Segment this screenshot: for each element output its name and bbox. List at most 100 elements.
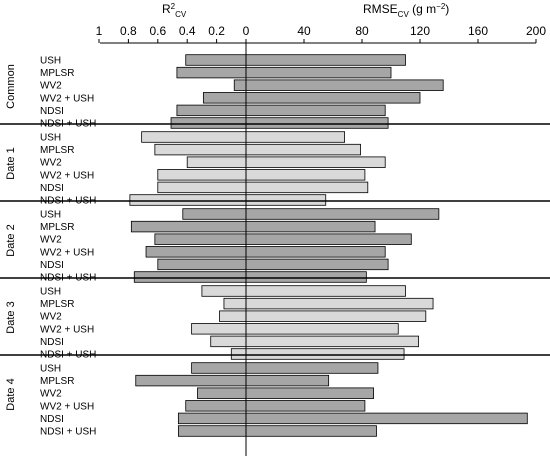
rmse-bar [245, 54, 406, 66]
row-label: USH [40, 133, 61, 144]
rmse-bar [245, 362, 379, 374]
row-label: MPLSR [40, 145, 74, 156]
left-axis-tick-label: 0.8 [120, 24, 137, 38]
rmse-bar [245, 143, 361, 156]
r2cv-bar [135, 374, 247, 387]
rmse-bar [245, 92, 421, 104]
right-axis-tick-label: 200 [526, 24, 546, 38]
row-label: WV2 [40, 389, 62, 400]
row-label: NDSI + USH [40, 273, 96, 284]
row-label: WV2 + USH [40, 324, 94, 335]
r2cv-bar [145, 246, 247, 258]
row-label: USH [40, 210, 61, 221]
row-label: NDSI + USH [40, 119, 96, 130]
left-axis-tick-label: 0 [243, 24, 250, 38]
r2cv-bar [223, 297, 247, 310]
r2cv-bar [230, 348, 247, 360]
rmse-bar [245, 271, 367, 283]
row-label: WV2 + USH [40, 170, 94, 181]
rmse-bar [245, 66, 392, 79]
rmse-bar [245, 104, 386, 117]
row-label: USH [40, 287, 61, 298]
r2cv-bar [202, 92, 247, 104]
rmse-bar [245, 220, 376, 233]
rmse-bar [245, 156, 386, 168]
left-axis-tick-label: 1 [96, 24, 103, 38]
rmse-bar [245, 425, 377, 437]
left-axis-tick-label: 0.4 [179, 24, 196, 38]
rmse-bar [245, 412, 528, 425]
r2cv-bar [233, 79, 247, 91]
row-label: WV2 [40, 235, 62, 246]
r2cv-bar [201, 285, 247, 297]
rmse-bar [245, 131, 345, 143]
r2cv-bar [157, 181, 247, 194]
row-label: NDSI + USH [40, 427, 96, 438]
right-axis-tick-label: 160 [468, 24, 488, 38]
row-label: NDSI + USH [40, 350, 96, 361]
group-label: Date 1 [5, 147, 17, 179]
r2cv-bar [197, 387, 247, 399]
group-label: Date 3 [5, 301, 17, 333]
left-axis-tick-label: 0.2 [208, 24, 225, 38]
group-label: Common [5, 64, 17, 109]
r2cv-bar [141, 131, 247, 143]
row-label: WV2 [40, 81, 62, 92]
row-label: NDSI [40, 337, 64, 348]
r2cv-bar [219, 310, 247, 322]
row-label: USH [40, 56, 61, 67]
rmse-bar [245, 194, 327, 206]
row-label: MPLSR [40, 376, 74, 387]
r2cv-bar [154, 233, 247, 245]
r2cv-bar [133, 271, 247, 283]
rmse-bar [245, 323, 399, 335]
r2cv-bar [210, 335, 247, 348]
r2cv-bar [157, 258, 247, 271]
rmse-bar [245, 208, 440, 220]
row-label: NDSI [40, 260, 64, 271]
rmse-bar [245, 258, 389, 271]
r2cv-bar [185, 400, 247, 412]
rmse-bar [245, 117, 389, 129]
rmse-bar [245, 297, 434, 310]
r2cv-bar [177, 425, 247, 437]
row-label: NDSI [40, 183, 64, 194]
right-axis-tick-label: 120 [410, 24, 430, 38]
rmse-bar [245, 400, 366, 412]
row-label: WV2 [40, 158, 62, 169]
r2cv-bar [177, 412, 247, 425]
row-label: MPLSR [40, 299, 74, 310]
r2cv-bar [176, 104, 247, 117]
row-label: WV2 [40, 312, 62, 323]
r2cv-bar [129, 194, 247, 206]
rmse-bar [245, 233, 412, 245]
row-label: USH [40, 364, 61, 375]
row-label: WV2 + USH [40, 93, 94, 104]
r2cv-bar [130, 220, 247, 233]
right-axis-title: RMSECV (g m−2) [363, 2, 449, 19]
rmse-bar [245, 169, 366, 181]
r2cv-bar [191, 323, 247, 335]
rmse-bar [245, 348, 405, 360]
rmse-bar [245, 310, 427, 322]
row-label: NDSI + USH [40, 196, 96, 207]
rmse-bar [245, 79, 444, 91]
row-label: WV2 + USH [40, 247, 94, 258]
bars-layer [129, 54, 528, 437]
row-label: NDSI [40, 106, 64, 117]
r2cv-bar [170, 117, 247, 129]
group-label: Date 4 [5, 378, 17, 410]
rmse-bar [245, 246, 386, 258]
rmse-bar [245, 181, 369, 194]
row-label: WV2 + USH [40, 401, 94, 412]
rmse-bar [245, 285, 406, 297]
right-axis-tick-label: 40 [297, 24, 311, 38]
r2cv-bar [186, 156, 247, 168]
left-axis-title: R2CV [162, 2, 187, 19]
group-label: Date 2 [5, 224, 17, 256]
rmse-bar [245, 374, 330, 387]
row-label: MPLSR [40, 222, 74, 233]
lines-layer [0, 39, 550, 456]
